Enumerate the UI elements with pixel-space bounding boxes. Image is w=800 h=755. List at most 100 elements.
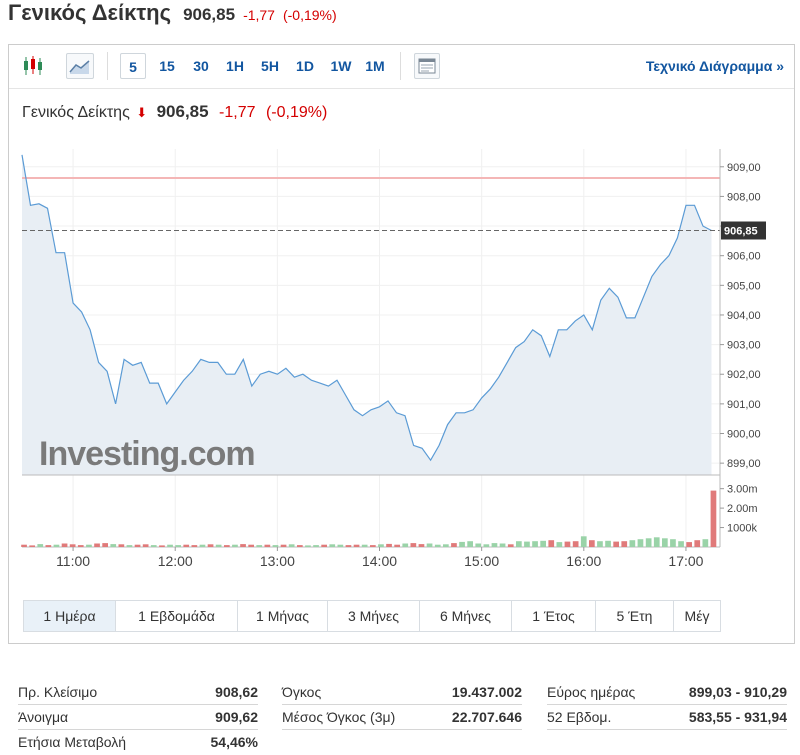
timeframe-5h[interactable]: 5H: [261, 58, 279, 74]
volume-bar: [710, 490, 717, 547]
page-header: Γενικός Δείκτης 906,85 -1,77 (-0,19%): [8, 0, 337, 30]
toolbar-divider: [107, 52, 108, 80]
range-1-year[interactable]: 1 Έτος: [512, 601, 596, 631]
volume-bar: [491, 543, 498, 547]
volume-bar: [524, 541, 530, 547]
range-max[interactable]: Μέγ: [684, 608, 710, 624]
technical-chart-link[interactable]: Τεχνικό Διάγραμμα »: [645, 58, 784, 74]
volume-bar: [670, 539, 676, 547]
volume-bar: [702, 539, 709, 547]
volume-bar: [232, 544, 238, 547]
price-chart[interactable]: Investing.com 899,00 900,00 901,00 902,00 903…: [9, 45, 794, 597]
chart-title-price: 906,85: [156, 102, 209, 121]
price-area: [22, 154, 712, 475]
volume-tick-label: 2.00m: [727, 503, 758, 515]
volume-bar: [370, 545, 376, 547]
down-arrow-icon: ⬇: [136, 105, 148, 120]
volume-tick-label: 1000k: [727, 523, 757, 535]
x-tick-label: 14:00: [362, 553, 397, 569]
stat-value: 19.437.002: [451, 684, 522, 700]
volume-bar: [167, 544, 173, 547]
volume-bar: [572, 541, 579, 547]
stat-label: Εύρος ημέρας: [547, 684, 636, 700]
volume-bar: [467, 541, 473, 547]
volume-bar: [21, 544, 27, 547]
volume-bar: [288, 544, 295, 547]
volume-bar: [191, 545, 198, 547]
stats-column-3: Εύρος ημέρας 899,03 - 910,29 52 Εβδομ. 583…: [547, 680, 787, 730]
volume-tick-label: 3.00m: [727, 484, 758, 496]
volume-bar: [69, 544, 76, 547]
stat-value: 22.707.646: [451, 709, 522, 725]
volume-bar: [548, 540, 555, 547]
x-tick-label: 12:00: [158, 553, 193, 569]
chart-frame: 5 15 30 1H 5H 1D 1W 1M Τεχνικό Διάγραμμα…: [8, 44, 795, 644]
y-tick-label: 900,00: [727, 429, 761, 441]
volume-bar: [686, 542, 692, 547]
stat-value: 54,46%: [210, 734, 258, 750]
stat-label: Όγκος: [282, 684, 322, 700]
timeframe-30[interactable]: 30: [193, 58, 209, 74]
range-5-years[interactable]: 5 Έτη: [596, 601, 674, 631]
volume-bar: [264, 544, 271, 547]
volume-bar: [77, 545, 84, 547]
stat-label: 52 Εβδομ.: [547, 709, 612, 725]
volume-bar: [118, 544, 125, 547]
timeframe-1m[interactable]: 1M: [365, 58, 385, 74]
price-line: [21, 154, 712, 462]
volume-bar: [240, 544, 246, 547]
volume-bar: [248, 544, 254, 547]
volume-bar: [402, 543, 409, 547]
volume-bar: [297, 545, 303, 547]
x-tick-label: 13:00: [260, 553, 295, 569]
y-tick-label: 901,00: [727, 399, 761, 411]
volume-bar: [678, 541, 684, 547]
y-tick-label: 905,00: [727, 280, 761, 292]
volume-bar: [321, 544, 327, 547]
candlestick-icon[interactable]: [21, 53, 49, 79]
volume-bar: [272, 545, 279, 547]
stat-row: Εύρος ημέρας 899,03 - 910,29: [547, 680, 787, 705]
volume-bar: [532, 541, 538, 547]
volume-bar: [410, 543, 417, 547]
y-tick-label: 909,00: [727, 162, 761, 174]
volume-bar: [386, 543, 392, 547]
volume-bar: [613, 541, 619, 547]
volume-bar: [183, 544, 190, 547]
timeframe-1h[interactable]: 1H: [226, 58, 244, 74]
volume-bar: [353, 544, 360, 547]
chart-title-change-pct: (-0,19%): [265, 104, 328, 121]
range-1-day[interactable]: 1 Ημέρα: [24, 601, 116, 631]
current-price-label: 906,85: [724, 226, 758, 238]
volume-bar: [110, 544, 117, 547]
timeframe-1w[interactable]: 1W: [330, 58, 352, 74]
volume-bar: [475, 543, 482, 547]
volume-bar: [597, 541, 603, 547]
volume-bar: [337, 544, 344, 547]
volume-bar: [459, 541, 465, 547]
timeframe-1d[interactable]: 1D: [296, 58, 314, 74]
stat-label: Πρ. Κλείσιμο: [18, 684, 98, 700]
range-6-months[interactable]: 6 Μήνες: [420, 601, 512, 631]
volume-bar: [499, 543, 506, 547]
table-view-icon[interactable]: [414, 53, 440, 79]
volume-bar: [540, 540, 546, 547]
range-3-months[interactable]: 3 Μήνες: [328, 601, 420, 631]
area-chart-icon[interactable]: [66, 53, 94, 79]
volume-bar: [361, 544, 368, 547]
volume-bar: [426, 543, 433, 547]
volume-bar: [580, 536, 587, 547]
stat-row: Μέσος Όγκος (3μ) 22.707.646: [282, 705, 522, 730]
stat-row: Ετήσια Μεταβολή 54,46%: [18, 730, 258, 755]
volume-bar: [645, 538, 652, 548]
range-1-week[interactable]: 1 Εβδομάδα: [116, 601, 238, 631]
chart-title-name: Γενικός Δείκτης: [22, 104, 130, 121]
range-1-month[interactable]: 1 Μήνας: [238, 601, 328, 631]
volume-bar: [637, 539, 644, 547]
volume-bar: [605, 540, 611, 547]
timeframe-5[interactable]: 5: [120, 53, 146, 79]
y-tick-label: 904,00: [727, 310, 761, 322]
y-tick-label: 899,00: [727, 458, 761, 470]
volume-bar: [134, 544, 141, 547]
timeframe-15[interactable]: 15: [159, 58, 175, 74]
